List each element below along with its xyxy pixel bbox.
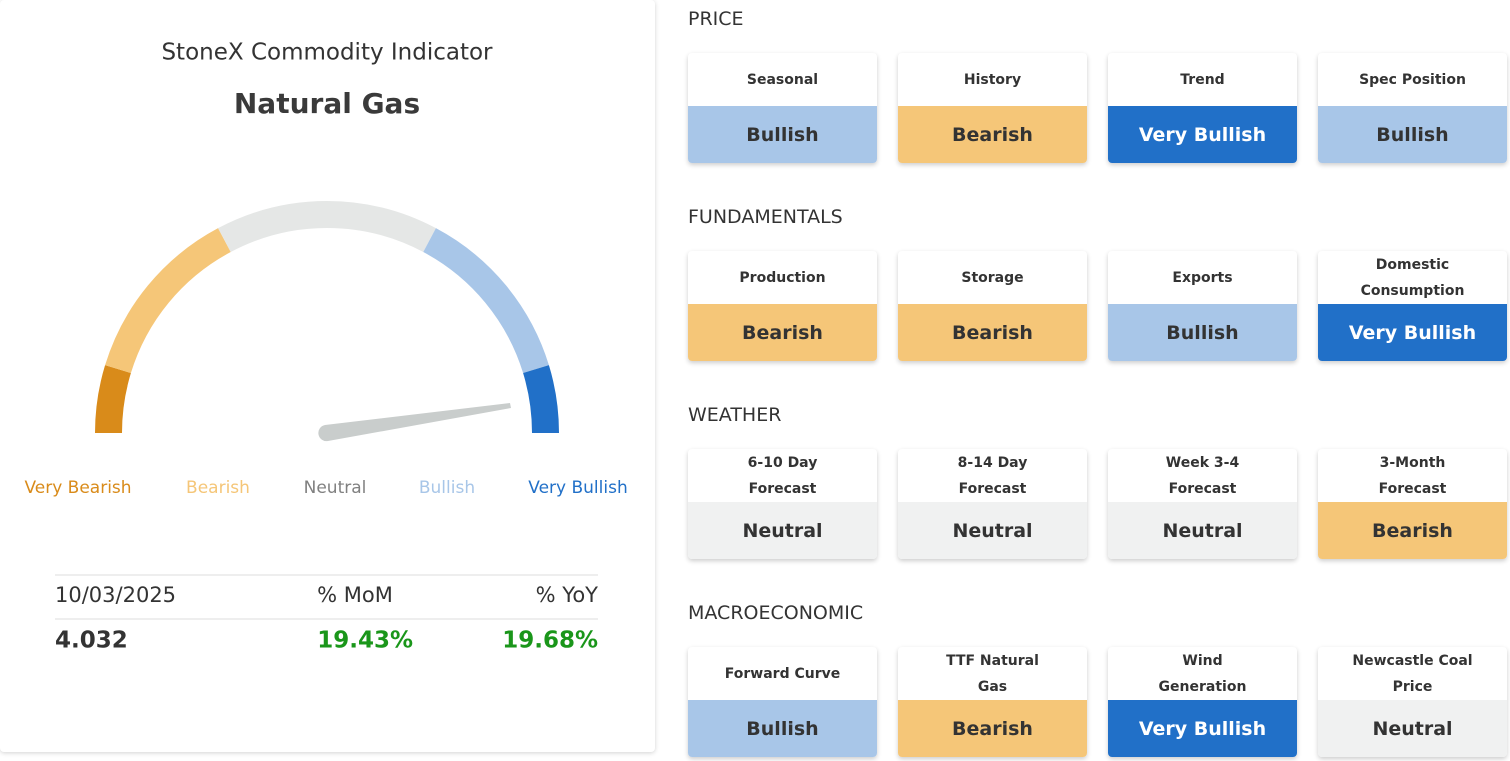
card-signal: Very Bullish <box>1108 106 1297 163</box>
indicator-panel: StoneX Commodity Indicator Natural Gas V… <box>0 0 655 752</box>
signal-card: History Bearish <box>898 53 1087 163</box>
signal-card: Week 3-4 Forecast Neutral <box>1108 449 1297 559</box>
gauge-segment <box>105 228 231 374</box>
card-signal: Bullish <box>688 106 877 163</box>
card-signal: Bearish <box>688 304 877 361</box>
card-label: Wind Generation <box>1158 652 1247 695</box>
signal-card: 8-14 Day Forecast Neutral <box>898 449 1087 559</box>
signal-card: 6-10 Day Forecast Neutral <box>688 449 877 559</box>
signal-card: Domestic Consumption Very Bullish <box>1318 251 1507 361</box>
card-label: Storage <box>961 269 1024 286</box>
card-signal: Bullish <box>1318 106 1507 163</box>
card-label: Domestic Consumption <box>1360 256 1465 299</box>
stat-header: % MoM <box>317 583 393 607</box>
card-label: Forward Curve <box>724 665 841 682</box>
card-label: Spec Position <box>1359 71 1466 88</box>
gauge-label: Bullish <box>419 478 475 498</box>
section-title: PRICE <box>688 8 744 30</box>
signal-card: Forward Curve Bullish <box>688 647 877 757</box>
card-label: TTF Natural Gas <box>946 652 1039 695</box>
card-label: Seasonal <box>746 71 819 88</box>
subtitle: Natural Gas <box>234 87 420 120</box>
card-signal: Neutral <box>1108 502 1297 559</box>
signal-card: Newcastle Coal Price Neutral <box>1318 647 1507 757</box>
card-signal: Bullish <box>688 700 877 757</box>
card-signal: Bearish <box>898 106 1087 163</box>
signal-card: Seasonal Bullish <box>688 53 877 163</box>
stat-value: 4.032 <box>55 628 128 654</box>
stat-value: 19.68% <box>502 628 598 654</box>
signal-card: Exports Bullish <box>1108 251 1297 361</box>
stat-header: % YoY <box>536 583 599 607</box>
card-label: 3-Month Forecast <box>1378 454 1447 497</box>
stat-value: 19.43% <box>317 628 413 654</box>
gauge-label: Bearish <box>186 478 250 498</box>
card-signal: Bearish <box>898 700 1087 757</box>
card-signal: Neutral <box>898 502 1087 559</box>
card-signal: Bearish <box>898 304 1087 361</box>
section-title: WEATHER <box>688 404 782 426</box>
gauge-label: Very Bullish <box>528 478 627 498</box>
card-label: Exports <box>1172 269 1233 286</box>
card-label: Week 3-4 Forecast <box>1165 454 1240 497</box>
gauge-label: Very Bearish <box>24 478 131 498</box>
card-label: History <box>963 71 1022 88</box>
gauge-segment <box>218 201 436 253</box>
card-label: Production <box>739 269 826 286</box>
card-signal: Bullish <box>1108 304 1297 361</box>
signal-card: Spec Position Bullish <box>1318 53 1507 163</box>
signal-card: Production Bearish <box>688 251 877 361</box>
gauge-segment <box>523 365 560 434</box>
card-signal: Bearish <box>1318 502 1507 559</box>
card-signal: Neutral <box>1318 700 1507 757</box>
signal-card: Storage Bearish <box>898 251 1087 361</box>
section-title: MACROECONOMIC <box>688 602 864 624</box>
card-signal: Very Bullish <box>1108 700 1297 757</box>
gauge-label: Neutral <box>304 478 367 498</box>
card-signal: Neutral <box>688 502 877 559</box>
signal-card: Wind Generation Very Bullish <box>1108 647 1297 757</box>
signal-card: Trend Very Bullish <box>1108 53 1297 163</box>
card-label: 8-14 Day Forecast <box>957 454 1028 497</box>
gauge <box>94 201 560 434</box>
stat-header: 10/03/2025 <box>55 583 176 607</box>
gauge-segment <box>94 365 131 434</box>
gauge-needle <box>318 403 511 442</box>
section-title: FUNDAMENTALS <box>688 206 843 228</box>
signal-card: 3-Month Forecast Bearish <box>1318 449 1507 559</box>
gauge-panel: StoneX Commodity Indicator Natural Gas V… <box>24 40 627 654</box>
card-label: 6-10 Day Forecast <box>747 454 818 497</box>
card-signal: Very Bullish <box>1318 304 1507 361</box>
signal-card: TTF Natural Gas Bearish <box>898 647 1087 757</box>
title: StoneX Commodity Indicator <box>161 40 493 66</box>
gauge-segment <box>423 228 549 374</box>
card-label: Newcastle Coal Price <box>1352 652 1473 695</box>
card-label: Trend <box>1180 71 1225 88</box>
